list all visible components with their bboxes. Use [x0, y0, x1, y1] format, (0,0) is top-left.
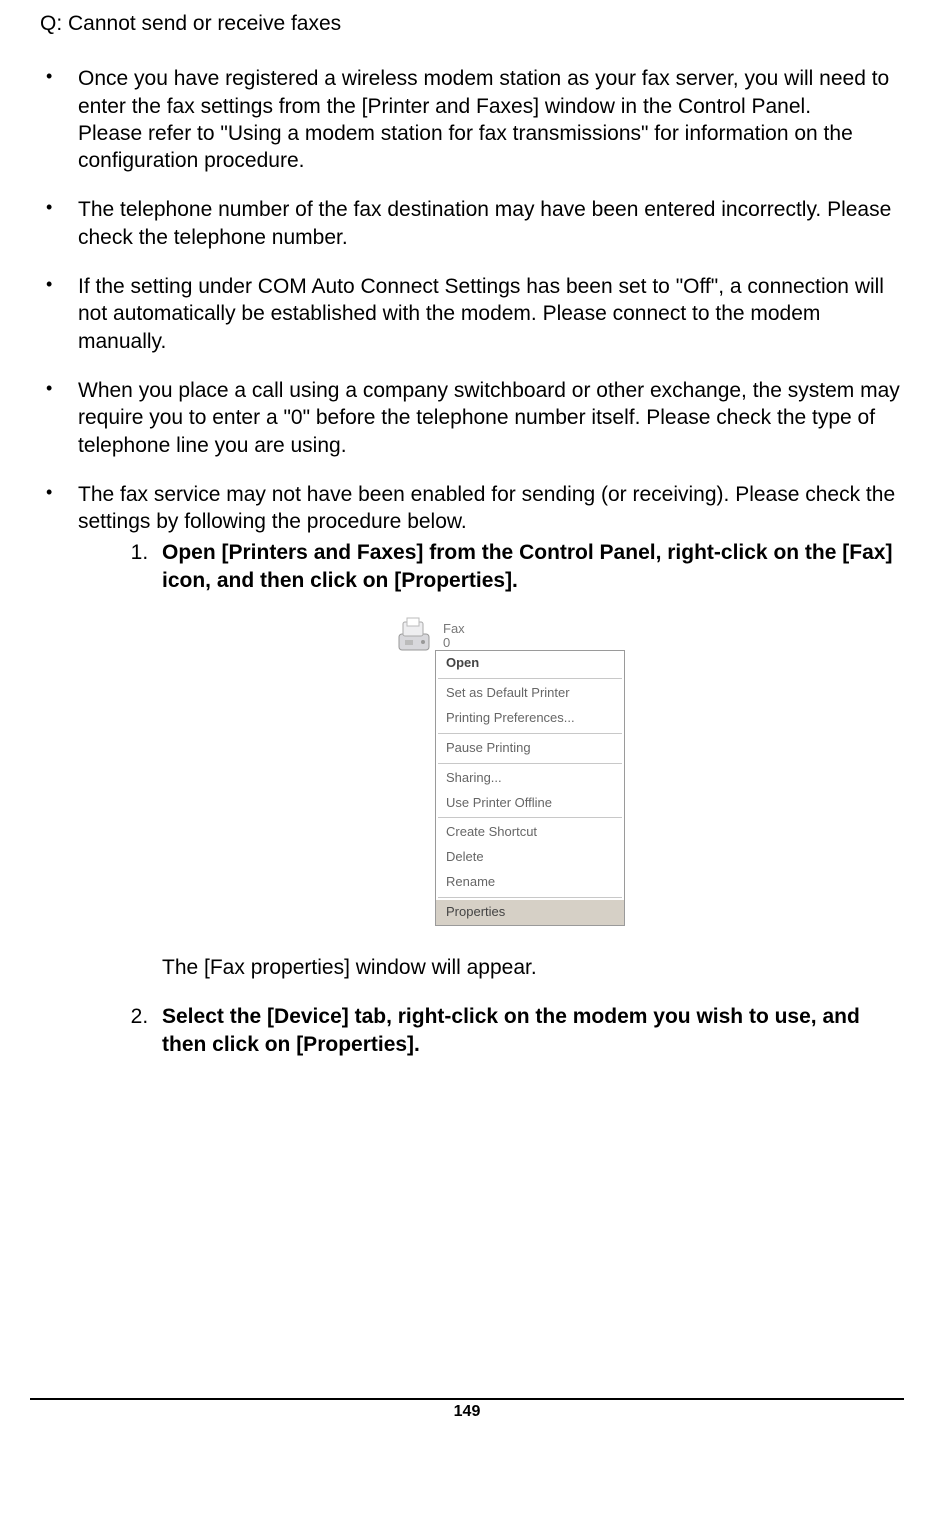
menu-properties[interactable]: Properties	[436, 900, 624, 925]
bullet-item: If the setting under COM Auto Connect Se…	[40, 273, 904, 355]
bullet-item: The telephone number of the fax destinat…	[40, 196, 904, 251]
step-bold-text: Select the [Device] tab, right-click on …	[162, 1005, 860, 1055]
menu-separator	[438, 678, 622, 679]
bullet-text: The telephone number of the fax destinat…	[78, 198, 891, 248]
bullet-list: Once you have registered a wireless mode…	[40, 65, 904, 1058]
menu-separator	[438, 817, 622, 818]
bullet-text: If the setting under COM Auto Connect Se…	[78, 275, 884, 353]
question-heading: Q: Cannot send or receive faxes	[40, 10, 904, 37]
menu-use-offline[interactable]: Use Printer Offline	[436, 791, 624, 816]
menu-open[interactable]: Open	[436, 651, 624, 676]
step-item: Select the [Device] tab, right-click on …	[154, 1003, 904, 1058]
context-menu-figure: Fax 0 Open Set as Default Printer Printi…	[393, 612, 673, 926]
page-number: 149	[30, 1402, 904, 1423]
step-bold-text: Open [Printers and Faxes] from the Contr…	[162, 541, 892, 591]
menu-pause-printing[interactable]: Pause Printing	[436, 736, 624, 761]
bullet-text: When you place a call using a company sw…	[78, 379, 900, 457]
menu-set-default[interactable]: Set as Default Printer	[436, 681, 624, 706]
menu-sharing[interactable]: Sharing...	[436, 766, 624, 791]
bullet-item: Once you have registered a wireless mode…	[40, 65, 904, 174]
menu-create-shortcut[interactable]: Create Shortcut	[436, 820, 624, 845]
step-item: Open [Printers and Faxes] from the Contr…	[154, 539, 904, 981]
menu-rename[interactable]: Rename	[436, 870, 624, 895]
menu-delete[interactable]: Delete	[436, 845, 624, 870]
fax-label-line2: 0	[443, 636, 465, 650]
fax-icon-label: Fax 0	[443, 622, 465, 651]
steps-list: Open [Printers and Faxes] from the Contr…	[154, 539, 904, 1057]
menu-separator	[438, 897, 622, 898]
context-menu: Open Set as Default Printer Printing Pre…	[435, 650, 625, 926]
fax-machine-icon	[393, 616, 437, 656]
menu-separator	[438, 733, 622, 734]
bullet-text: The fax service may not have been enable…	[78, 483, 895, 533]
bullet-item: The fax service may not have been enable…	[40, 481, 904, 1058]
bullet-text: Once you have registered a wireless mode…	[78, 67, 889, 172]
after-figure-text: The [Fax properties] window will appear.	[162, 954, 904, 981]
menu-separator	[438, 763, 622, 764]
fax-label-line1: Fax	[443, 622, 465, 636]
menu-printing-prefs[interactable]: Printing Preferences...	[436, 706, 624, 731]
bullet-item: When you place a call using a company sw…	[40, 377, 904, 459]
footer-rule	[30, 1398, 904, 1400]
